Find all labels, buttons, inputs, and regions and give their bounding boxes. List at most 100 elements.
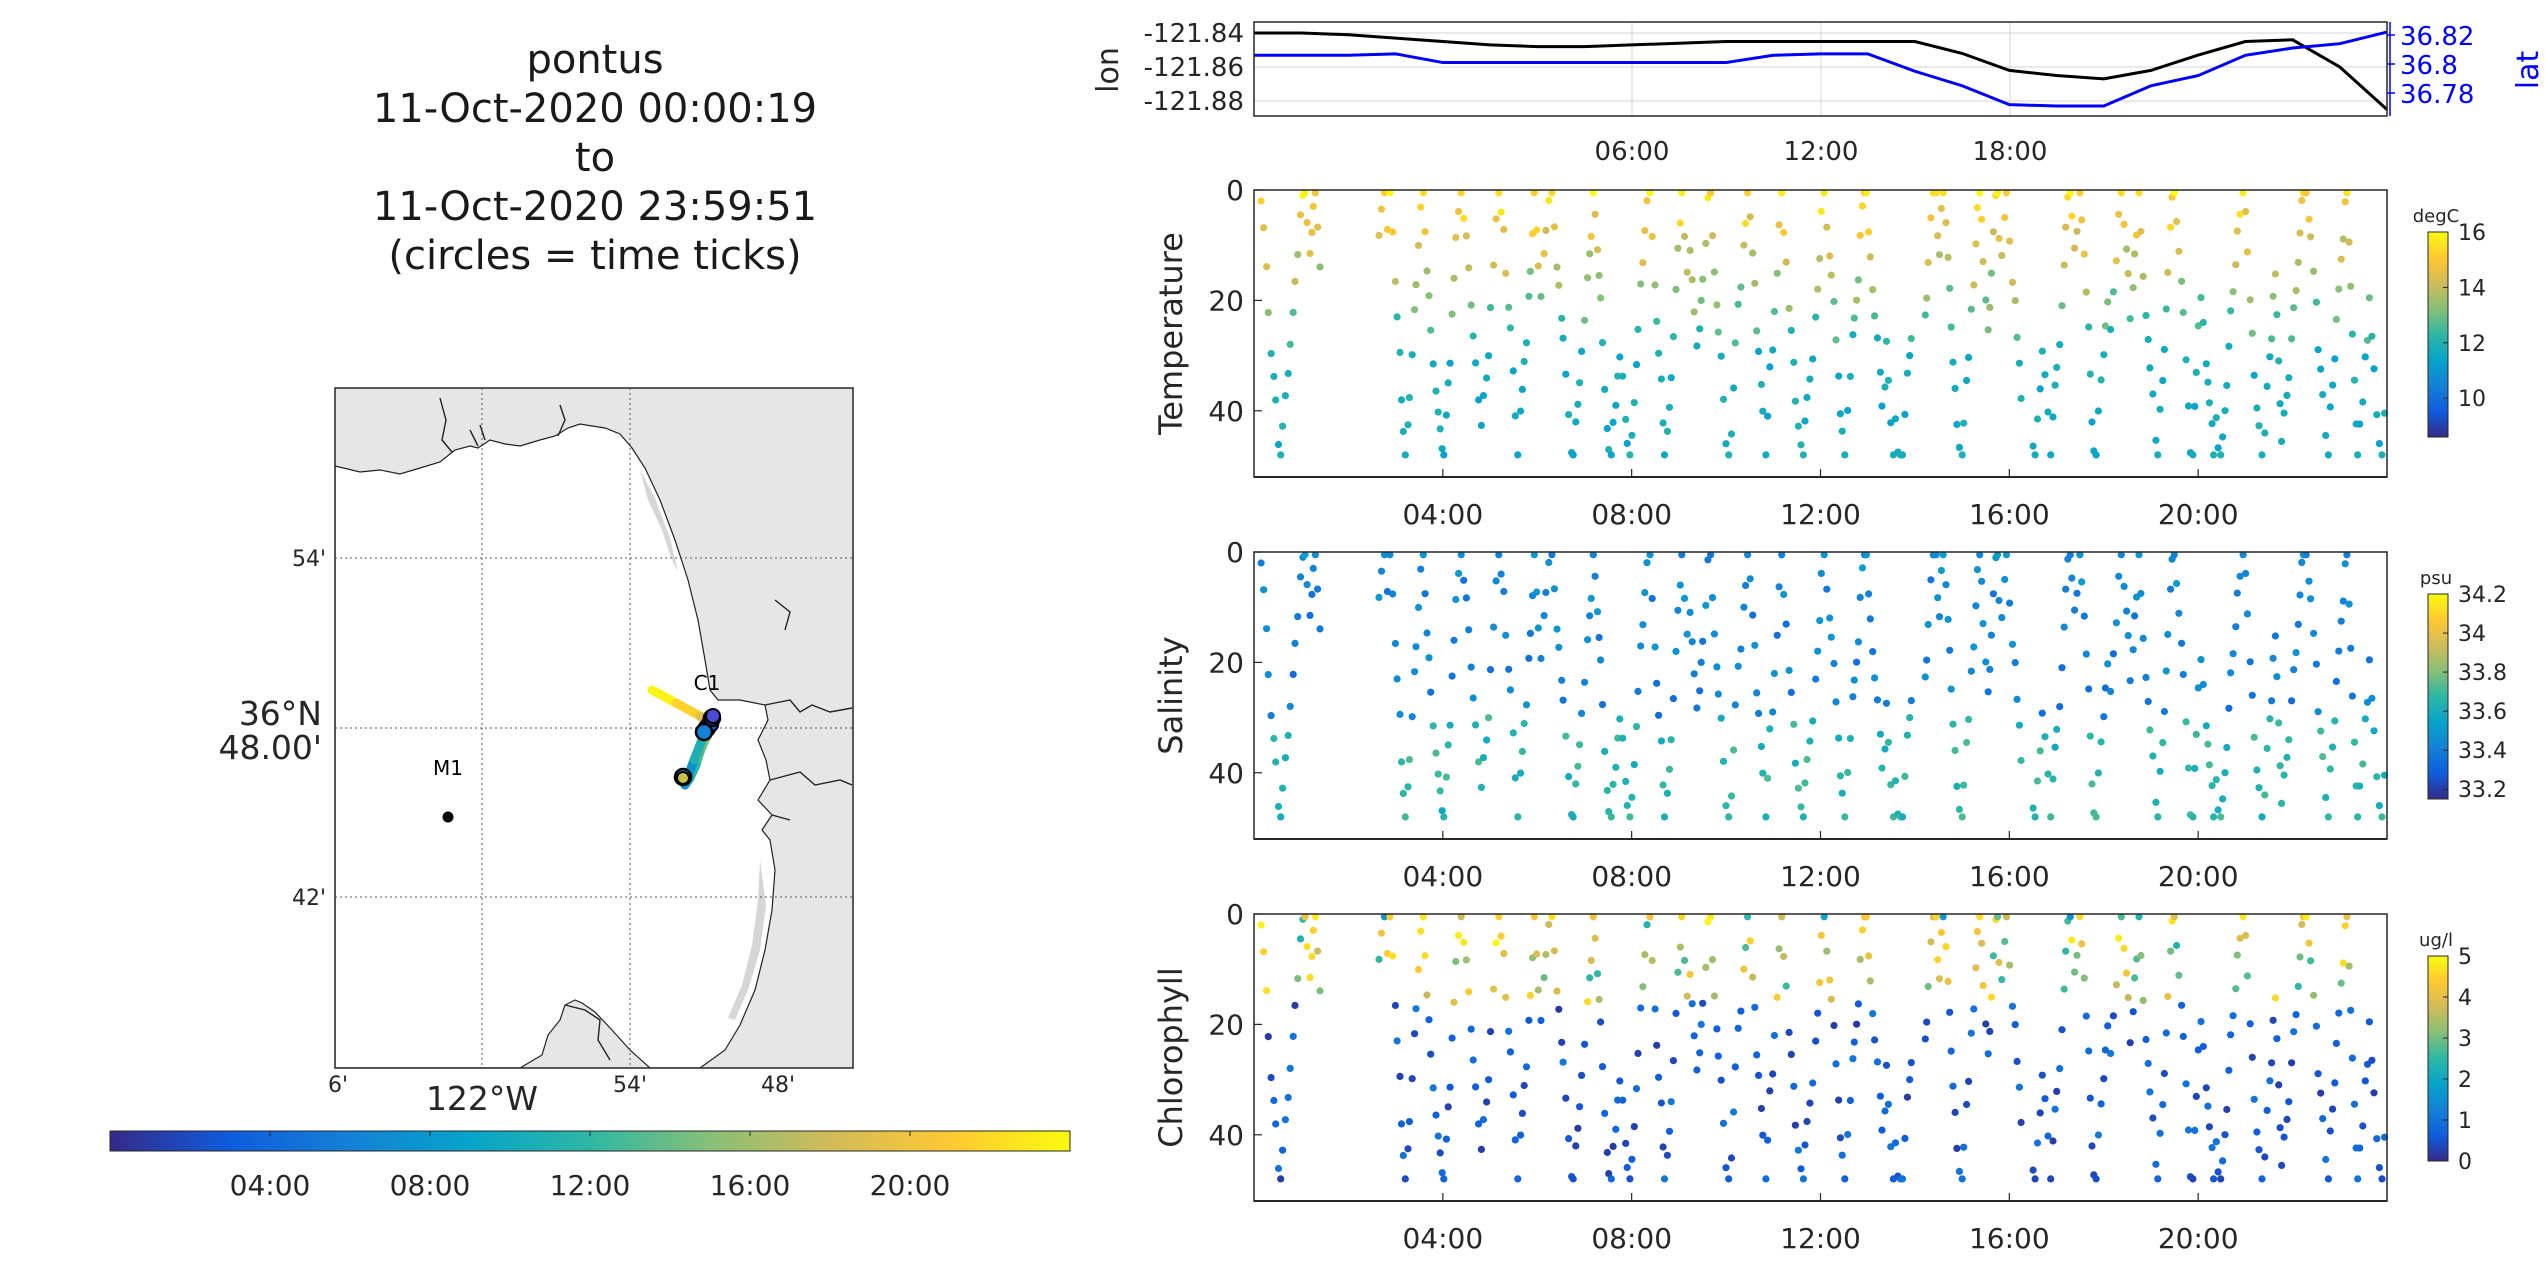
- x-tick-label: 16:00: [1969, 498, 2050, 531]
- data-point: [2312, 298, 2320, 306]
- data-point: [1993, 913, 2002, 921]
- data-point: [2343, 189, 2351, 197]
- data-point: [1993, 551, 2002, 559]
- data-point: [1946, 284, 1954, 292]
- data-point: [2154, 813, 2162, 821]
- data-point: [2255, 422, 2263, 430]
- data-point: [1553, 987, 1561, 995]
- data-point: [1612, 401, 1620, 409]
- data-point: [2223, 381, 2231, 390]
- data-point: [2335, 647, 2343, 655]
- data-point: [1467, 1025, 1475, 1033]
- data-point: [1775, 583, 1783, 591]
- data-point: [2212, 1138, 2220, 1146]
- data-point: [2204, 740, 2212, 748]
- data-point: [1277, 451, 1285, 459]
- data-point: [1676, 943, 1684, 951]
- data-point: [2080, 974, 2088, 982]
- y-tick-label: 20: [1208, 646, 1244, 679]
- data-point: [1746, 575, 1754, 583]
- data-point: [2115, 934, 2123, 942]
- data-point: [2258, 451, 2266, 459]
- data-point: [2368, 332, 2376, 340]
- data-point: [1548, 913, 1556, 921]
- data-point: [2068, 574, 2076, 582]
- data-point: [2053, 363, 2061, 371]
- data-point: [1648, 232, 1656, 241]
- data-point: [2041, 1095, 2049, 1103]
- data-point: [1444, 379, 1452, 387]
- data-point: [1746, 213, 1754, 221]
- data-point: [2278, 799, 2286, 808]
- data-point: [1953, 782, 1961, 791]
- data-point: [1314, 223, 1322, 231]
- data-point: [1932, 913, 1940, 921]
- data-point: [2204, 1102, 2212, 1110]
- salinity-points: [1257, 551, 2389, 821]
- data-point: [1309, 202, 1317, 210]
- data-point: [1749, 611, 1757, 619]
- data-point: [1641, 227, 1649, 235]
- data-point: [2051, 1105, 2059, 1113]
- data-point: [2137, 951, 2145, 960]
- data-point: [1858, 202, 1867, 210]
- data-point: [1469, 1056, 1477, 1064]
- data-point: [2131, 974, 2139, 982]
- data-point: [1548, 551, 1556, 559]
- data-point: [2288, 697, 2296, 705]
- data-point: [1953, 420, 1961, 428]
- colorbar-tick-label: 33.4: [2458, 739, 2507, 764]
- data-point: [2060, 985, 2068, 993]
- data-point: [2144, 1059, 2152, 1068]
- data-point: [1876, 730, 1884, 738]
- data-point: [2278, 1161, 2286, 1169]
- data-point: [1653, 679, 1661, 687]
- data-point: [1924, 258, 1932, 267]
- data-point: [2088, 780, 2096, 788]
- data-point: [2232, 261, 2240, 269]
- data-point: [1655, 711, 1663, 719]
- data-point: [2056, 341, 2064, 349]
- data-point: [2255, 1146, 2263, 1154]
- data-point: [1581, 1040, 1589, 1048]
- data-point: [2017, 1118, 2025, 1127]
- data-point: [2175, 609, 2183, 617]
- data-point: [1693, 1066, 1701, 1074]
- data-point: [1525, 1016, 1533, 1024]
- data-point: [2008, 278, 2017, 286]
- data-point: [1740, 241, 1748, 249]
- data-point: [1404, 421, 1412, 429]
- data-point: [1623, 1163, 1631, 1172]
- data-point: [1710, 630, 1718, 638]
- data-point: [1637, 280, 1645, 288]
- data-point: [1790, 358, 1798, 366]
- data-point: [2068, 212, 2076, 220]
- data-point: [1311, 551, 1319, 559]
- data-point: [1622, 777, 1630, 786]
- data-point: [2339, 959, 2347, 967]
- data-point: [2305, 215, 2313, 223]
- temperature-colorbar: [2427, 231, 2449, 438]
- data-point: [1279, 422, 1287, 430]
- data-point: [2337, 617, 2345, 625]
- data-point: [2348, 692, 2356, 700]
- map-lat-tick-main: 36°N 48.00': [218, 694, 322, 767]
- data-point: [1574, 1124, 1582, 1132]
- data-point: [1775, 945, 1783, 953]
- data-point: [1455, 569, 1463, 578]
- data-point: [1769, 346, 1777, 354]
- data-point: [1702, 601, 1710, 610]
- data-point: [2332, 1039, 2340, 1047]
- data-point: [1486, 304, 1495, 312]
- data-point: [1530, 913, 1538, 921]
- data-point: [1785, 304, 1793, 312]
- data-point: [1423, 991, 1431, 999]
- data-point: [1294, 251, 1302, 259]
- data-point: [2135, 913, 2143, 921]
- data-point: [1462, 232, 1470, 240]
- data-point: [2217, 813, 2225, 821]
- data-point: [2271, 632, 2279, 640]
- data-point: [1609, 418, 1617, 426]
- data-point: [1762, 451, 1770, 459]
- data-point: [1906, 714, 1914, 722]
